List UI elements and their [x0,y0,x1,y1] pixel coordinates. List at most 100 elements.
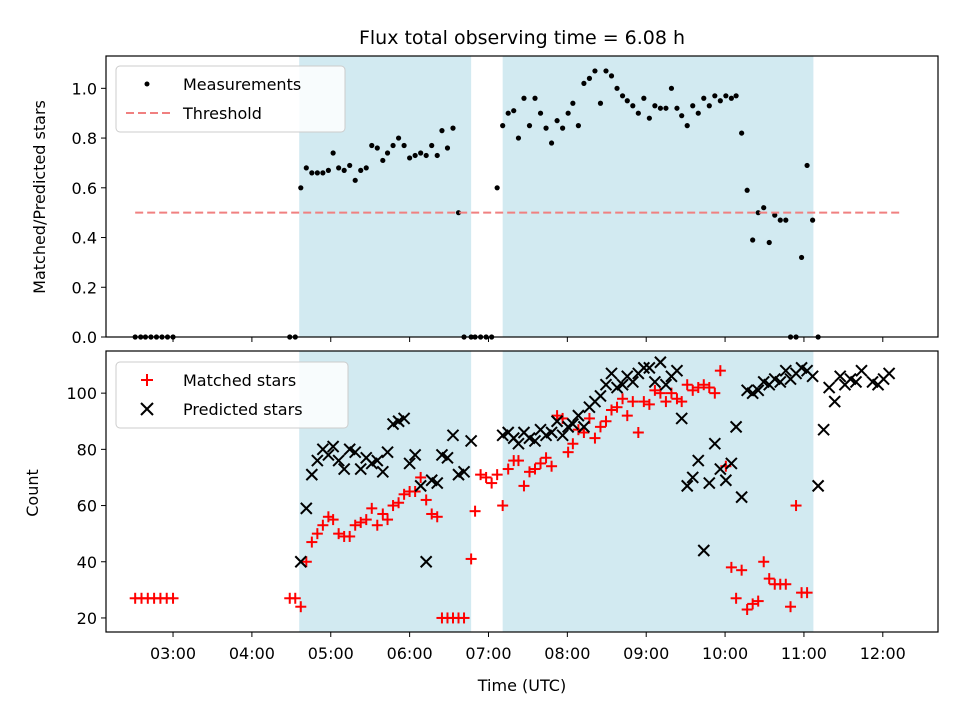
top-y-tick-label-1: 0.2 [72,278,97,297]
legend-threshold-label: Threshold [182,104,262,123]
predicted-point [300,502,313,515]
predicted-point [735,490,748,504]
predicted-point [441,451,454,464]
chart-title: Flux total observing time = 6.08 h [359,27,685,49]
measurement-point [439,128,445,134]
matched-point [736,564,748,576]
predicted-point [686,471,699,484]
predicted-point [599,378,613,391]
x-tick-label-9: 12:00 [860,644,906,663]
matched-point [698,379,710,391]
measurement-point [560,125,566,131]
measurement-point [395,135,402,141]
predicted-point [806,370,819,383]
measurement-point [358,167,364,173]
matched-point [512,455,524,467]
measurement-point [309,170,315,176]
matched-point [469,505,481,517]
matched-point [785,601,797,613]
predicted-point [834,370,847,383]
predicted-point [572,409,585,422]
matched-point [409,486,421,497]
predicted-point [332,454,345,467]
top-y-tick-label-3: 0.6 [72,179,97,198]
x-tick-label-0: 03:00 [150,644,196,663]
matched-point [589,432,601,444]
measurement-point [646,115,652,121]
matched-point [714,365,726,377]
measurement-point [592,68,598,74]
top-y-axis-label: Matched/Predicted stars [30,100,49,294]
legend-matched-label: Matched stars [183,371,296,390]
bottom-plot-frame [105,350,939,633]
predicted-point [512,437,525,450]
measurement-point [635,110,641,116]
predicted-point [545,426,558,439]
measurement-point [630,103,636,109]
predicted-point [556,429,569,442]
matched-point [681,379,693,391]
measurement-point [325,167,331,173]
matched-point [627,396,639,408]
predicted-point [605,367,618,380]
measurement-point [418,150,424,156]
measurement-point [614,85,620,91]
measurement-point [674,105,680,111]
matched-point [730,592,742,604]
matched-point [632,426,644,438]
predicted-point [397,412,411,425]
matched-point [415,471,427,483]
measurement-point [374,145,380,151]
top-y-tick-label-2: 0.4 [72,229,97,248]
predicted-point [643,361,656,375]
measurement-point [511,108,517,114]
matched-point [621,410,633,422]
measurement-point [663,105,669,111]
x-tick-label-5: 08:00 [544,644,590,663]
measurement-point [505,110,511,116]
predicted-point [528,434,542,448]
predicted-point [577,420,591,434]
matched-point [562,446,574,458]
predicted-point [822,381,836,394]
matched-point [306,536,318,548]
measurement-point [575,123,581,129]
x-tick-label-3: 06:00 [387,644,433,663]
bottom-y-tick-label-4: 100 [66,384,97,403]
x-tick-label-4: 07:00 [465,644,511,663]
measurement-point [570,100,576,106]
matched-point [344,530,356,542]
predicted-point [616,378,629,391]
measurement-point [684,123,690,129]
predicted-point [779,364,793,377]
top-plot: 0.0 0.2 0.4 0.6 0.8 1.0 [72,55,939,347]
measurement-point [750,237,756,243]
measurement-point [347,162,353,169]
measurement-point [761,205,767,211]
measurement-point [783,217,789,223]
predicted-point [654,356,667,369]
measurement-point [586,75,593,81]
measurement-point [532,95,538,101]
measurement-point [341,167,347,173]
measurement-point [728,95,734,101]
matched-point [687,384,699,396]
predicted-point [817,423,830,436]
legend-measurements-marker [144,81,150,87]
bottom-y-axis-label: Count [23,469,42,517]
matched-point [546,460,558,472]
predicted-point [348,445,362,459]
matched-point [617,393,629,405]
predicted-point [322,448,335,462]
matched-point [480,471,492,483]
matched-point [600,415,612,427]
measurement-point [407,155,413,161]
predicted-point [371,454,384,467]
measurement-point [733,93,739,99]
measurement-point [723,93,729,99]
matched-point [649,384,661,396]
predicted-point [381,445,394,459]
measurement-point [412,152,418,159]
predicted-point [882,367,896,380]
